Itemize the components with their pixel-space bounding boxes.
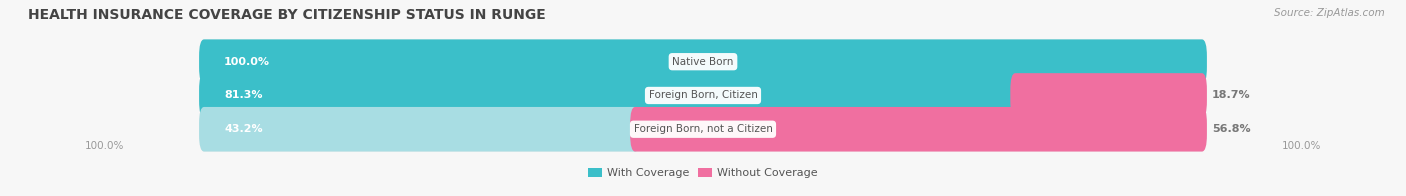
Text: HEALTH INSURANCE COVERAGE BY CITIZENSHIP STATUS IN RUNGE: HEALTH INSURANCE COVERAGE BY CITIZENSHIP… (28, 8, 546, 22)
Legend: With Coverage, Without Coverage: With Coverage, Without Coverage (583, 163, 823, 182)
Text: 100.0%: 100.0% (224, 57, 270, 67)
Text: 100.0%: 100.0% (84, 141, 124, 151)
FancyBboxPatch shape (200, 39, 1206, 84)
Text: 56.8%: 56.8% (1212, 124, 1250, 134)
FancyBboxPatch shape (200, 107, 1206, 152)
Text: Source: ZipAtlas.com: Source: ZipAtlas.com (1274, 8, 1385, 18)
Text: Foreign Born, not a Citizen: Foreign Born, not a Citizen (634, 124, 772, 134)
FancyBboxPatch shape (200, 39, 1206, 84)
Text: 18.7%: 18.7% (1212, 91, 1250, 101)
Text: 43.2%: 43.2% (224, 124, 263, 134)
Text: 100.0%: 100.0% (1282, 141, 1322, 151)
Text: 81.3%: 81.3% (224, 91, 263, 101)
Text: Native Born: Native Born (672, 57, 734, 67)
FancyBboxPatch shape (200, 73, 1021, 118)
FancyBboxPatch shape (200, 73, 1206, 118)
FancyBboxPatch shape (630, 107, 1206, 152)
FancyBboxPatch shape (1011, 73, 1206, 118)
Text: Foreign Born, Citizen: Foreign Born, Citizen (648, 91, 758, 101)
FancyBboxPatch shape (200, 107, 640, 152)
